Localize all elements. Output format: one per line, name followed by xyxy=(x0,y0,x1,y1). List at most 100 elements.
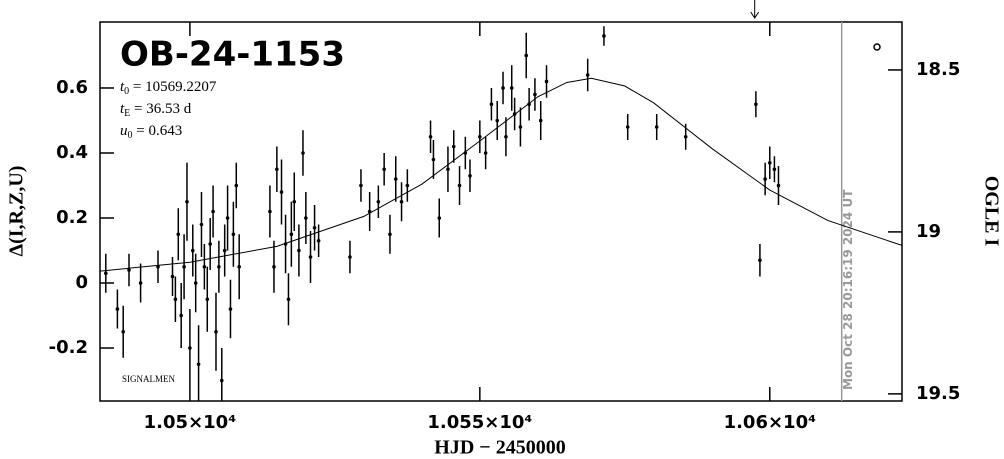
data-point xyxy=(205,297,210,302)
data-point xyxy=(138,281,143,285)
data-point xyxy=(202,264,207,269)
data-point xyxy=(312,225,317,230)
data-point xyxy=(544,79,549,84)
x-tick-label: 1.06×10⁴ xyxy=(724,412,817,433)
data-point xyxy=(231,232,236,237)
param-text: = 0.643 xyxy=(133,123,183,139)
data-point xyxy=(217,264,221,269)
data-point xyxy=(103,271,108,276)
data-point xyxy=(286,297,291,302)
x-axis-label: HJD − 2450000 xyxy=(434,437,565,459)
data-point xyxy=(428,134,433,139)
data-point xyxy=(431,157,436,162)
data-point xyxy=(538,118,543,123)
y2-axis-label: OGLE I xyxy=(980,176,1002,247)
data-point xyxy=(211,209,215,214)
data-point xyxy=(316,238,321,243)
param-symbol: t xyxy=(120,101,125,117)
data-point xyxy=(292,199,297,204)
data-point xyxy=(193,281,198,285)
plot-area xyxy=(100,26,902,401)
data-point xyxy=(234,183,239,188)
data-point xyxy=(489,102,494,107)
data-point xyxy=(279,190,284,194)
data-point xyxy=(348,255,352,259)
data-point xyxy=(767,160,772,165)
y-tick-label: 0.6 xyxy=(56,77,88,98)
data-point xyxy=(219,378,224,383)
y-tick-label: 0.4 xyxy=(56,142,88,163)
data-point xyxy=(272,264,276,269)
y-tick-label: 0.2 xyxy=(56,207,88,228)
data-point xyxy=(199,222,204,227)
data-point xyxy=(478,134,482,139)
data-point xyxy=(222,248,227,253)
symbol xyxy=(873,43,881,51)
data-point xyxy=(509,86,514,90)
data-point xyxy=(208,242,212,246)
data-point xyxy=(602,34,606,38)
parameter: t0 = 10569.2207 xyxy=(120,79,217,97)
data-point xyxy=(304,216,308,220)
data-point xyxy=(297,248,301,253)
data-point xyxy=(225,216,230,220)
data-point xyxy=(457,183,462,188)
data-point xyxy=(776,183,781,188)
parameter: u0 = 0.643 xyxy=(120,123,182,141)
data-point xyxy=(228,307,233,311)
data-point xyxy=(115,307,120,311)
parameter: tE = 36.53 d xyxy=(120,101,192,119)
data-point xyxy=(754,102,758,107)
data-point xyxy=(308,255,313,259)
data-point xyxy=(214,329,218,334)
data-point xyxy=(495,118,500,123)
y-tick-label: 0 xyxy=(75,272,88,293)
data-point xyxy=(763,177,767,181)
data-point xyxy=(533,92,537,97)
data-point xyxy=(196,362,201,367)
data-point xyxy=(301,151,305,155)
data-point xyxy=(405,183,410,188)
data-point xyxy=(399,199,404,204)
param-text: = 10569.2207 xyxy=(129,79,217,95)
data-point xyxy=(585,73,590,77)
y2-tick-label: 19.5 xyxy=(916,383,960,404)
x-tick-label: 1.05×10⁴ xyxy=(144,412,237,433)
data-point xyxy=(179,313,183,318)
data-point xyxy=(446,167,450,172)
data-point xyxy=(527,102,531,107)
data-point xyxy=(185,199,189,204)
data-point xyxy=(382,167,386,172)
timestamp: Mon Oct 28 20:16:19 2024 UT xyxy=(841,189,855,390)
data-point xyxy=(289,232,294,237)
y-tick-label: -0.2 xyxy=(49,337,88,358)
model-curve xyxy=(100,77,902,272)
param-symbol: t xyxy=(120,79,125,95)
data-point xyxy=(237,264,241,269)
data-point xyxy=(121,329,125,334)
data-point xyxy=(468,173,472,178)
param-sub: E xyxy=(124,108,130,119)
y-axis-label: Δ(I,R,Z,U) xyxy=(6,166,28,257)
data-point xyxy=(127,268,131,272)
data-point xyxy=(654,125,659,129)
x-tick-label: 1.055×10⁴ xyxy=(427,412,532,433)
data-point xyxy=(188,346,192,350)
data-point xyxy=(524,53,529,58)
data-point xyxy=(275,167,279,172)
data-point xyxy=(683,134,688,139)
param-text: = 36.53 d xyxy=(130,101,191,117)
data-point xyxy=(758,258,762,263)
data-point xyxy=(504,134,508,139)
data-point xyxy=(182,264,186,269)
data-point xyxy=(359,183,363,188)
data-point xyxy=(451,144,456,149)
data-point xyxy=(501,86,505,90)
data-point xyxy=(625,125,630,129)
param-symbol: u xyxy=(120,123,128,139)
param-sub: 0 xyxy=(128,130,133,141)
param-sub: 0 xyxy=(124,86,129,97)
data-point xyxy=(170,274,175,279)
chart-title: OB-24-1153 xyxy=(120,35,345,75)
